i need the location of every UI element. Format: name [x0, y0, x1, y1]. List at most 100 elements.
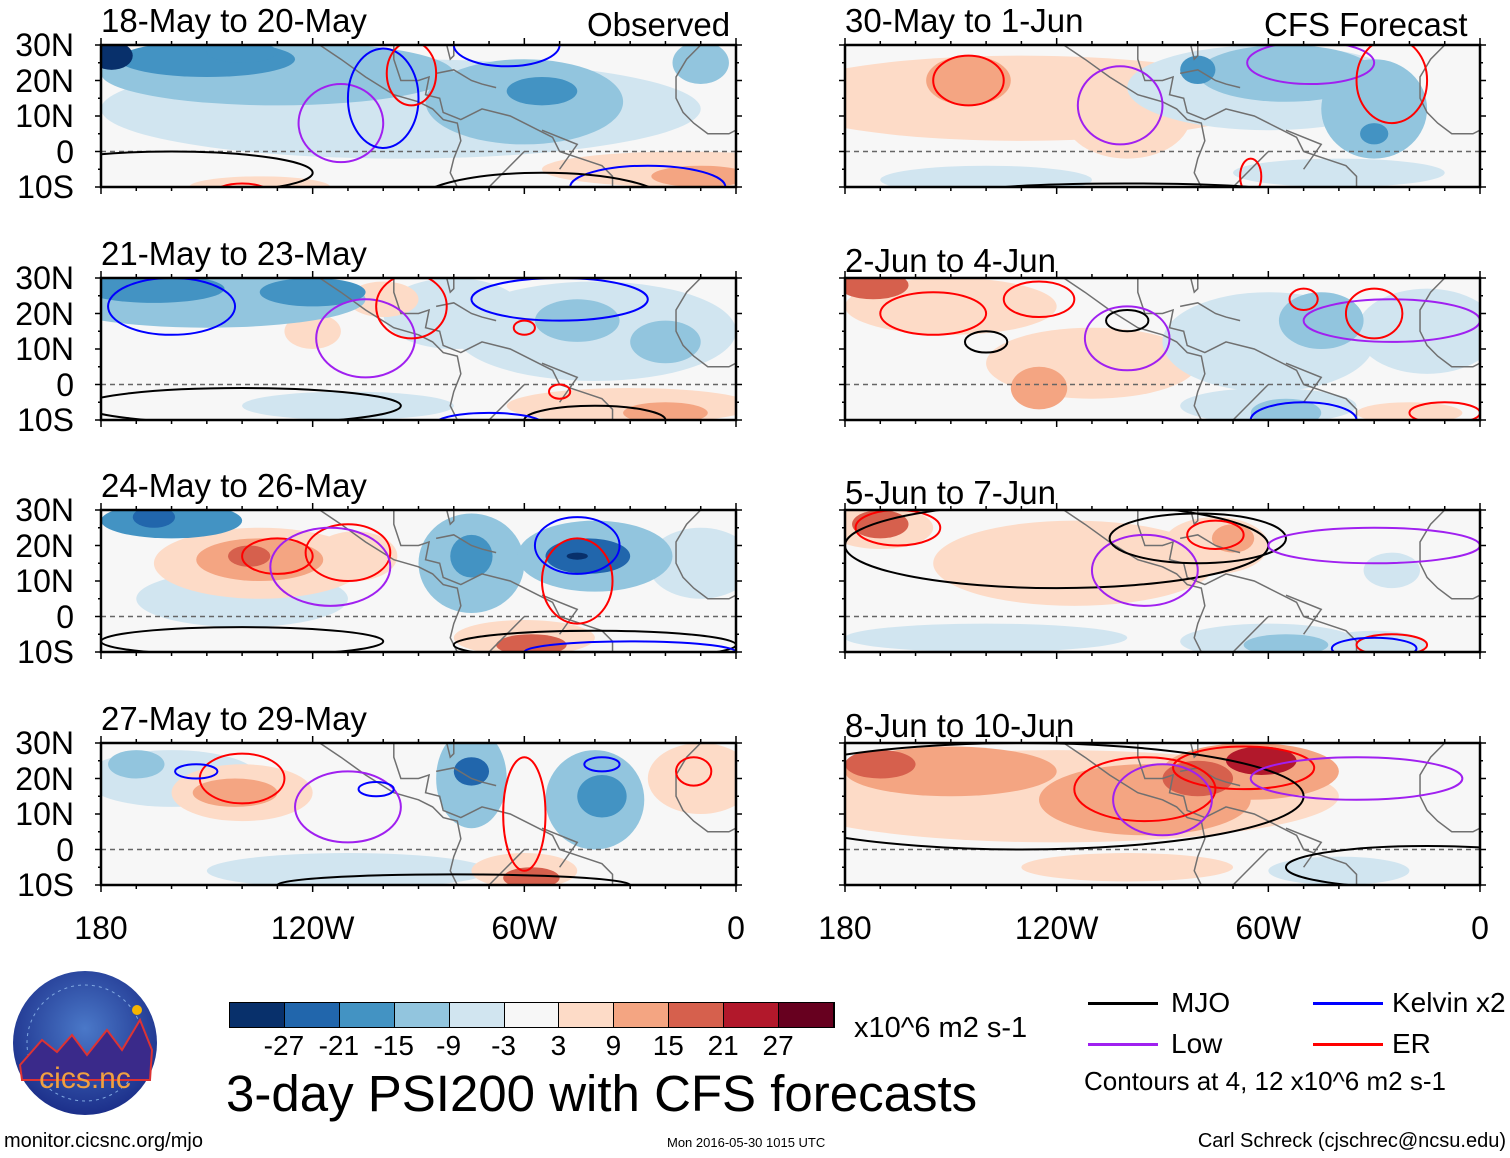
coastline: [1137, 510, 1358, 652]
negative-anomaly-area: [647, 527, 736, 599]
positive-anomaly-area: [1010, 366, 1068, 410]
logo-text: cics.nc: [39, 1062, 131, 1095]
coastline: [675, 45, 736, 135]
coastline: [1063, 743, 1206, 885]
negative-anomaly-area: [672, 45, 729, 85]
coastline: [1285, 362, 1323, 403]
negative-anomaly-area: [242, 391, 454, 420]
contour-kelvin: [437, 411, 541, 420]
negative-anomaly-area: [577, 774, 627, 818]
lat-label: 20N: [15, 527, 74, 564]
lat-label: 10N: [15, 563, 74, 599]
contour-er: [1288, 287, 1319, 311]
contour-er: [1073, 756, 1217, 823]
coastline: [319, 510, 462, 652]
negative-anomaly-area: [453, 757, 490, 786]
negative-anomaly-area: [1250, 398, 1322, 420]
coastline: [435, 302, 497, 322]
coastline: [488, 383, 525, 420]
colorbar-swatch: [724, 1003, 780, 1027]
coastline: [675, 510, 736, 600]
footer-url[interactable]: monitor.cicsnc.org/mjo: [4, 1130, 203, 1152]
coastline: [435, 767, 497, 787]
lat-label: 20N: [15, 760, 74, 797]
coastline: [1179, 69, 1241, 89]
legend-line-mjo: [1088, 1002, 1158, 1005]
coastline: [435, 534, 497, 554]
colorbar-swatch: [339, 1003, 395, 1027]
contour-note: Contours at 4, 12 x10^6 m2 s-1: [1084, 1066, 1446, 1096]
lon-label: 120W: [1014, 910, 1099, 946]
contour-er: [548, 383, 572, 400]
contour-er: [385, 45, 438, 107]
contour-low: [1090, 533, 1199, 607]
cics-logo: cics.nc: [13, 971, 157, 1115]
colorbar-swatch: [504, 1003, 560, 1027]
figure-title: 3-day PSI200 with CFS forecasts: [226, 1065, 978, 1122]
negative-anomaly-area: [1243, 634, 1329, 652]
coastline: [1063, 45, 1206, 187]
colorbar-tick-label: -15: [373, 1030, 414, 1061]
contour-kelvin: [583, 756, 621, 773]
contour-er: [1239, 157, 1263, 187]
contour-low: [1083, 305, 1171, 372]
contour-er: [854, 510, 942, 547]
positive-anomaly-area: [852, 510, 909, 539]
positive-anomaly-area: [192, 778, 278, 807]
lat-label: 10S: [17, 634, 74, 670]
map-panel: [839, 38, 1486, 194]
lat-label: 10S: [17, 867, 74, 903]
colorbar-swatch: [394, 1003, 450, 1027]
coastline: [445, 743, 455, 759]
panel-title: 8-Jun to 10-Jun: [845, 707, 1075, 744]
colorbar-tick-label: 9: [605, 1030, 622, 1061]
legend-label-low: Low: [1171, 1028, 1223, 1059]
positive-anomaly-area: [651, 165, 736, 187]
lat-label: 30N: [15, 725, 74, 761]
lat-label: 0: [56, 831, 74, 868]
lat-label: 0: [56, 366, 74, 403]
negative-anomaly-area: [1360, 123, 1389, 145]
positive-anomaly-area: [228, 545, 271, 567]
positive-anomaly-area: [1226, 746, 1297, 775]
map-panels: [95, 38, 1486, 892]
legend-line-kelvin: [1313, 1002, 1383, 1005]
coastline: [1137, 743, 1358, 885]
coastline: [393, 743, 614, 885]
contour-kelvin: [107, 278, 237, 336]
coastline: [1285, 827, 1323, 868]
colorbar-swatch: [614, 1003, 670, 1027]
coastline: [1137, 45, 1358, 187]
coastline: [541, 827, 579, 868]
map-panel: [95, 503, 742, 659]
lon-label: 0: [727, 910, 745, 946]
contour-mjo: [1285, 844, 1480, 885]
map-panel: [839, 736, 1486, 892]
coastline: [1232, 383, 1269, 420]
lat-label: 30N: [15, 27, 74, 63]
negative-anomaly-area: [506, 76, 578, 106]
contour-er: [1002, 280, 1076, 319]
coastline: [1179, 534, 1241, 554]
lat-label: 0: [56, 598, 74, 635]
contour-mjo: [101, 387, 402, 420]
contour-er: [1355, 45, 1429, 125]
contour-low: [1076, 65, 1164, 146]
positive-anomaly-area: [312, 531, 398, 582]
contour-mjo: [1105, 308, 1150, 333]
legend-line-er: [1313, 1043, 1383, 1046]
negative-anomaly-area: [108, 750, 165, 779]
negative-anomaly-area: [1356, 288, 1480, 374]
coastline: [1232, 615, 1269, 652]
contour-mjo: [432, 171, 652, 187]
coastline: [541, 129, 579, 170]
lat-label: 30N: [15, 260, 74, 296]
contour-kelvin: [357, 781, 395, 798]
panel-title: 27-May to 29-May: [101, 700, 367, 737]
negative-anomaly-area: [132, 510, 176, 528]
panel-title: 21-May to 23-May: [101, 235, 367, 272]
contour-er: [540, 537, 614, 625]
contour-low: [1112, 763, 1213, 837]
coastline: [393, 278, 614, 420]
coastline: [1063, 278, 1206, 420]
